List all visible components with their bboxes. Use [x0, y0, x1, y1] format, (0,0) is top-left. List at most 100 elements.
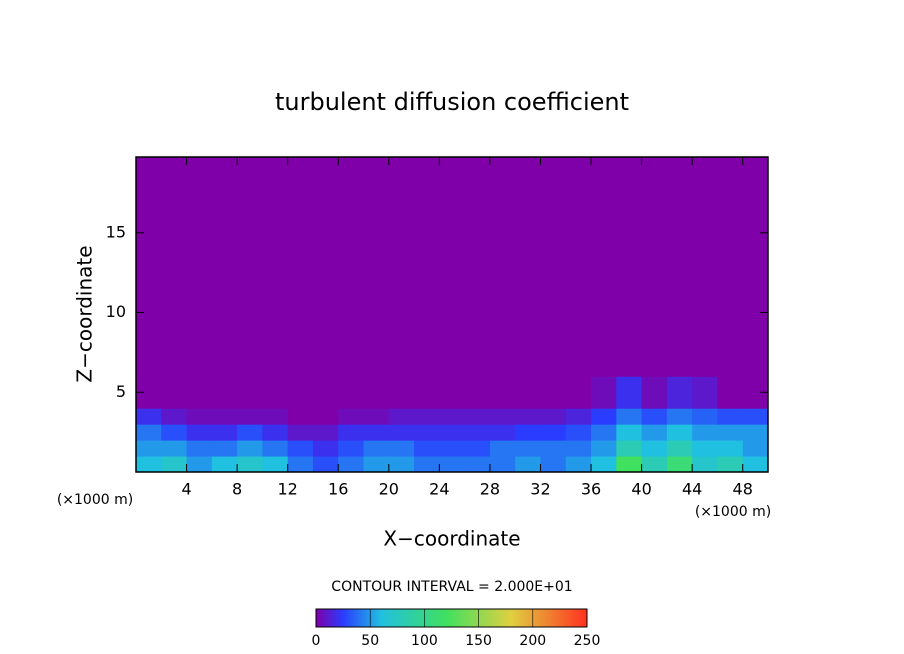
cell	[565, 456, 592, 473]
cell	[717, 376, 744, 409]
cell	[136, 157, 162, 377]
cell	[363, 376, 390, 409]
cell	[717, 157, 744, 377]
cell	[388, 408, 415, 425]
cell	[742, 440, 769, 457]
cell	[338, 408, 365, 425]
cell	[388, 440, 415, 457]
cell	[388, 376, 415, 409]
cell	[591, 456, 617, 473]
cell	[338, 157, 365, 377]
cell	[161, 408, 188, 425]
cell	[515, 376, 541, 409]
cell	[464, 440, 491, 457]
cell	[515, 408, 541, 425]
cell	[540, 424, 567, 441]
cell	[591, 440, 617, 457]
cell	[439, 376, 466, 409]
cell	[439, 424, 466, 441]
cell	[540, 157, 567, 377]
cell	[312, 157, 339, 377]
cell	[363, 456, 390, 473]
cell	[161, 376, 188, 409]
x-tick-label: 32	[530, 480, 550, 499]
colorbar-tick-label: 100	[411, 633, 438, 649]
cell	[439, 157, 466, 377]
cell	[666, 157, 693, 377]
cell	[237, 424, 263, 441]
contour-interval: CONTOUR INTERVAL = 2.000E+01	[331, 579, 572, 595]
cell	[211, 424, 238, 441]
cell	[388, 424, 415, 441]
x-axis-label: X−coordinate	[383, 527, 520, 551]
cell	[312, 408, 339, 425]
cell	[540, 440, 567, 457]
x-tick-label: 16	[328, 480, 348, 499]
cell	[312, 440, 339, 457]
cell	[692, 408, 718, 425]
colorbar-tick-label: 0	[312, 633, 321, 649]
cell	[717, 440, 744, 457]
cell	[414, 157, 440, 377]
cell	[161, 424, 188, 441]
cell	[641, 157, 668, 377]
cell	[262, 440, 289, 457]
cell	[136, 456, 162, 473]
cell	[186, 376, 213, 409]
cell	[287, 424, 314, 441]
cell	[136, 424, 162, 441]
x-tick-label: 20	[379, 480, 399, 499]
cell	[237, 376, 263, 409]
cell	[616, 157, 643, 377]
cell	[439, 456, 466, 473]
cell	[414, 424, 440, 441]
cell	[591, 157, 617, 377]
cell	[464, 376, 491, 409]
cell	[717, 424, 744, 441]
cell	[489, 424, 516, 441]
cell	[363, 157, 390, 377]
x-unit-label: (×1000 m)	[695, 504, 771, 520]
cell	[616, 440, 643, 457]
cell	[287, 376, 314, 409]
cell	[186, 440, 213, 457]
cell	[641, 424, 668, 441]
cell	[692, 440, 718, 457]
cell	[464, 424, 491, 441]
cell	[136, 440, 162, 457]
cell	[515, 456, 541, 473]
chart-title: turbulent diffusion coefficient	[275, 88, 629, 116]
cell	[186, 408, 213, 425]
x-tick-label: 8	[232, 480, 242, 499]
x-tick-label: 4	[181, 480, 191, 499]
x-tick-label: 44	[682, 480, 702, 499]
cell	[262, 424, 289, 441]
cell	[439, 408, 466, 425]
colorbar-tick-label: 150	[465, 633, 492, 649]
cell	[641, 456, 668, 473]
cell	[616, 424, 643, 441]
cell	[338, 440, 365, 457]
cell	[262, 376, 289, 409]
x-unit-label: (×1000 m)	[57, 492, 133, 508]
cell	[742, 424, 769, 441]
cell	[211, 456, 238, 473]
x-tick-label: 24	[429, 480, 449, 499]
colorbar-tick-label: 50	[361, 633, 379, 649]
cell	[540, 408, 567, 425]
cell	[591, 424, 617, 441]
colorbar-tick-label: 200	[519, 633, 546, 649]
cell	[591, 376, 617, 409]
cell	[439, 440, 466, 457]
cell	[414, 408, 440, 425]
cell	[666, 424, 693, 441]
colorbar-tick-label: 250	[574, 633, 601, 649]
cell	[692, 456, 718, 473]
cell	[489, 456, 516, 473]
cell	[666, 456, 693, 473]
cell	[489, 157, 516, 377]
cell	[591, 408, 617, 425]
cell	[262, 408, 289, 425]
cell	[565, 440, 592, 457]
